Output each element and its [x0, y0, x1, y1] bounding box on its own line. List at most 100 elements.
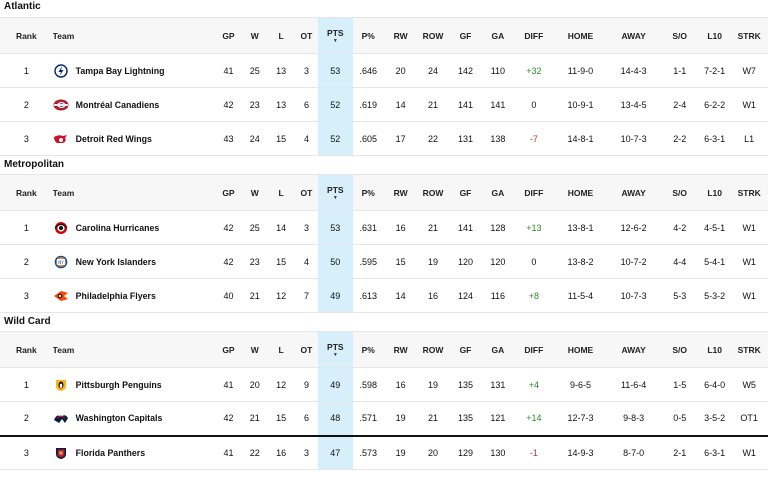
cell-team[interactable]: Pittsburgh Penguins: [53, 368, 215, 402]
column-header-away[interactable]: AWAY: [606, 331, 661, 368]
cell-ot: 6: [303, 99, 309, 110]
column-header-row[interactable]: ROW: [417, 17, 449, 54]
cell-team[interactable]: Detroit Red Wings: [53, 122, 215, 156]
table-row[interactable]: 1 Carolina Hurricanes 42 25 14 3 53 .631 16 21 141…: [0, 210, 768, 245]
column-header-pts[interactable]: PTS ▼: [318, 174, 353, 211]
cell-rw: 17: [395, 133, 406, 144]
column-header-w[interactable]: W: [242, 331, 268, 368]
column-header-gp[interactable]: GP: [214, 17, 243, 54]
column-header-l[interactable]: L: [267, 17, 295, 54]
team-link[interactable]: Philadelphia Flyers: [53, 289, 215, 303]
column-header-l10[interactable]: L10: [698, 174, 731, 211]
column-header-rank[interactable]: Rank: [0, 17, 53, 54]
column-header-rw[interactable]: RW: [383, 331, 418, 368]
column-header-rank[interactable]: Rank: [0, 331, 53, 368]
column-header-diff[interactable]: DIFF: [513, 331, 555, 368]
column-header-ot[interactable]: OT: [294, 174, 319, 211]
column-header-pct[interactable]: P%: [352, 174, 384, 211]
cell-strk: W1: [742, 222, 756, 233]
column-header-ga[interactable]: GA: [482, 17, 514, 54]
column-header-l10[interactable]: L10: [698, 331, 731, 368]
column-header-l10[interactable]: L10: [698, 17, 731, 54]
table-row[interactable]: 2 Montréal Canadiens 42 23 13 6 52 .619 14 21 141 1…: [0, 87, 768, 122]
column-header-gf[interactable]: GF: [448, 17, 483, 54]
column-header-rank[interactable]: Rank: [0, 174, 53, 211]
cell-rw: 14: [395, 99, 406, 110]
table-row[interactable]: 2 NY New York Islanders 42 23 15 4 50 .595 15 19 12…: [0, 244, 768, 279]
column-header-strk[interactable]: STRK: [730, 17, 768, 54]
column-header-so[interactable]: S/O: [660, 331, 699, 368]
column-header-team[interactable]: Team: [52, 174, 215, 211]
cell-gp: 42: [223, 99, 234, 110]
column-header-ot[interactable]: OT: [294, 331, 319, 368]
cell-pct: .571: [359, 413, 377, 424]
column-header-strk[interactable]: STRK: [730, 174, 768, 211]
column-header-w[interactable]: W: [242, 17, 268, 54]
team-link[interactable]: NY New York Islanders: [53, 255, 215, 269]
column-header-gp[interactable]: GP: [214, 174, 243, 211]
cell-ga: 130: [490, 447, 506, 458]
column-header-home[interactable]: HOME: [554, 17, 607, 54]
table-row[interactable]: 3 Philadelphia Flyers 40 21 12 7 49 .613 14 16 124…: [0, 278, 768, 313]
cell-team[interactable]: Montréal Canadiens: [53, 88, 215, 122]
column-header-pts[interactable]: PTS ▼: [318, 331, 353, 368]
table-row[interactable]: 3 Detroit Red Wings 43 24 15 4 52 .605 17 22 131 13…: [0, 121, 768, 156]
column-header-diff[interactable]: DIFF: [513, 174, 555, 211]
cell-team[interactable]: Florida Panthers: [53, 436, 215, 470]
column-header-home[interactable]: HOME: [554, 331, 607, 368]
column-header-team[interactable]: Team: [52, 17, 215, 54]
column-header-row[interactable]: ROW: [417, 331, 449, 368]
cell-team[interactable]: NY New York Islanders: [53, 245, 215, 279]
sort-desc-icon: ▼: [332, 194, 338, 201]
team-link[interactable]: Detroit Red Wings: [53, 132, 215, 146]
cell-rw: 19: [395, 447, 406, 458]
table-row[interactable]: 3 Florida Panthers 41 22 16 3 47 .573 19 20 129 130…: [0, 435, 768, 470]
column-header-team[interactable]: Team: [52, 331, 215, 368]
team-link[interactable]: Washington Capitals: [53, 411, 215, 425]
column-header-pct[interactable]: P%: [352, 17, 384, 54]
table-row[interactable]: 1 Pittsburgh Penguins 41 20 12 9 49 .598 16 19 135…: [0, 367, 768, 402]
column-header-so[interactable]: S/O: [660, 174, 699, 211]
cell-ga: 128: [490, 222, 506, 233]
column-header-gp[interactable]: GP: [214, 331, 243, 368]
team-link[interactable]: Florida Panthers: [53, 446, 215, 460]
column-header-strk[interactable]: STRK: [730, 331, 768, 368]
cell-so: 2-2: [673, 133, 687, 144]
cell-pts: 50: [318, 244, 353, 279]
column-header-w[interactable]: W: [242, 174, 268, 211]
cell-so: 1-5: [673, 379, 687, 390]
column-header-home[interactable]: HOME: [554, 174, 607, 211]
column-header-l[interactable]: L: [267, 331, 295, 368]
team-link[interactable]: Tampa Bay Lightning: [53, 63, 215, 78]
table-header-row: Rank Team GP W L OT PTS ▼ P% RW ROW GF GA DIFF HOME AWA…: [0, 174, 768, 211]
cell-gf: 135: [457, 413, 473, 424]
column-header-so[interactable]: S/O: [660, 17, 699, 54]
column-header-rw[interactable]: RW: [383, 174, 418, 211]
column-header-gf[interactable]: GF: [448, 331, 483, 368]
cell-diff: +8: [528, 290, 539, 301]
column-header-pct[interactable]: P%: [352, 331, 384, 368]
column-header-away[interactable]: AWAY: [606, 17, 661, 54]
column-header-ga[interactable]: GA: [482, 331, 514, 368]
cell-diff: +32: [526, 65, 542, 76]
cell-team[interactable]: Washington Capitals: [53, 402, 215, 436]
column-header-ga[interactable]: GA: [482, 174, 514, 211]
column-header-row[interactable]: ROW: [417, 174, 449, 211]
table-row[interactable]: 1 Tampa Bay Lightning 41 25 13 3 53 .646 20 24 142…: [0, 53, 768, 88]
column-header-ot[interactable]: OT: [294, 17, 319, 54]
column-header-away[interactable]: AWAY: [606, 174, 661, 211]
cell-team[interactable]: Tampa Bay Lightning: [53, 54, 215, 88]
column-header-gf[interactable]: GF: [448, 174, 483, 211]
column-header-rw[interactable]: RW: [383, 17, 418, 54]
team-link[interactable]: Carolina Hurricanes: [53, 221, 215, 235]
cell-w: 21: [249, 413, 260, 424]
column-header-diff[interactable]: DIFF: [513, 17, 555, 54]
column-header-l[interactable]: L: [267, 174, 295, 211]
cell-team[interactable]: Philadelphia Flyers: [53, 279, 215, 313]
column-header-pts[interactable]: PTS ▼: [318, 17, 353, 54]
team-link[interactable]: Pittsburgh Penguins: [53, 378, 215, 392]
table-row[interactable]: 2 Washington Capitals 42 21 15 6 48 .571 19 21 135…: [0, 401, 768, 436]
team-link[interactable]: Montréal Canadiens: [53, 98, 215, 112]
cell-l: 15: [276, 256, 287, 267]
cell-team[interactable]: Carolina Hurricanes: [53, 211, 215, 245]
